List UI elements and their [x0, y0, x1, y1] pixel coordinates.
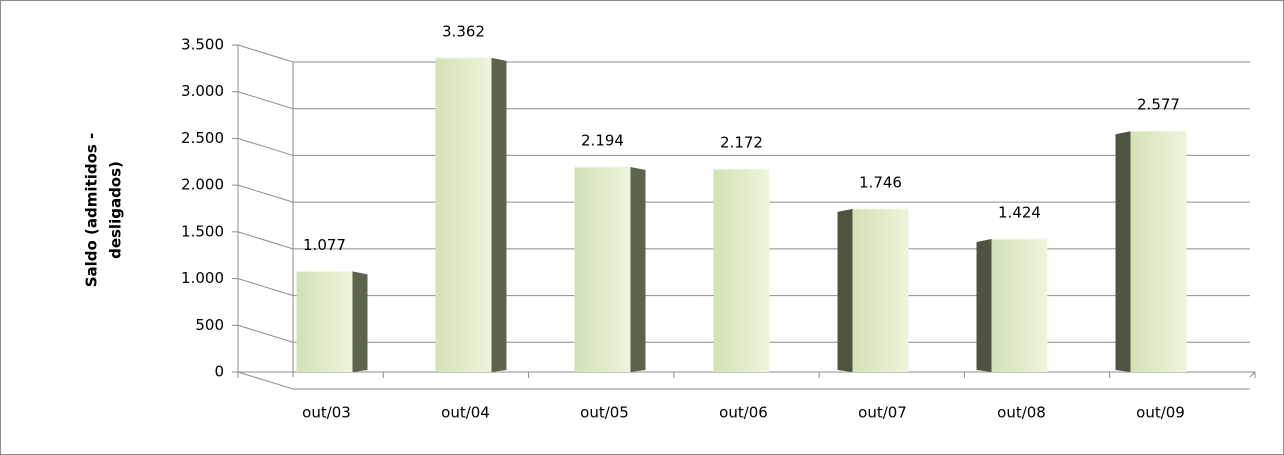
x-tick-label: out/07 — [858, 404, 907, 422]
bar — [1130, 131, 1187, 372]
grid-line — [237, 371, 1250, 390]
x-tick-label: out/09 — [1136, 404, 1185, 422]
y-tick-label: 3.000 — [181, 82, 224, 100]
data-label: 1.746 — [859, 173, 902, 191]
data-label: 2.577 — [1137, 96, 1180, 114]
bar — [991, 238, 1048, 372]
y-tick-label: 3.500 — [181, 36, 224, 54]
y-tick-label: 0 — [214, 363, 224, 381]
y-tick-label: 500 — [195, 316, 224, 334]
bar-side — [837, 208, 853, 372]
y-tick-label: 1.000 — [181, 269, 224, 287]
bar — [574, 167, 631, 372]
floor-edge — [1249, 371, 1256, 378]
x-tick-label: out/03 — [302, 404, 351, 422]
bar — [713, 169, 770, 372]
data-label: 2.194 — [581, 132, 624, 150]
x-tick-label: out/04 — [441, 404, 490, 422]
y-tick-label: 2.000 — [181, 176, 224, 194]
bar-side — [630, 167, 646, 372]
bar-side — [1115, 131, 1131, 372]
bar — [435, 57, 492, 373]
y-axis-label: desligados) — [107, 161, 125, 259]
x-tick-label: out/06 — [719, 404, 768, 422]
x-tick-label: out/08 — [997, 404, 1046, 422]
data-label: 3.362 — [442, 22, 485, 40]
bar-side — [352, 271, 368, 372]
y-axis-label: Saldo (admitidos - — [83, 133, 101, 288]
x-tick-label: out/05 — [580, 404, 629, 422]
data-label: 1.424 — [998, 203, 1041, 221]
y-tick-label: 1.500 — [181, 222, 224, 240]
bar — [296, 271, 353, 372]
y-tick-label: 2.500 — [181, 129, 224, 147]
data-label: 1.077 — [303, 236, 346, 254]
bar-side — [491, 57, 507, 373]
bar — [852, 208, 909, 372]
bar-side — [976, 238, 992, 372]
data-label: 2.172 — [720, 134, 763, 152]
